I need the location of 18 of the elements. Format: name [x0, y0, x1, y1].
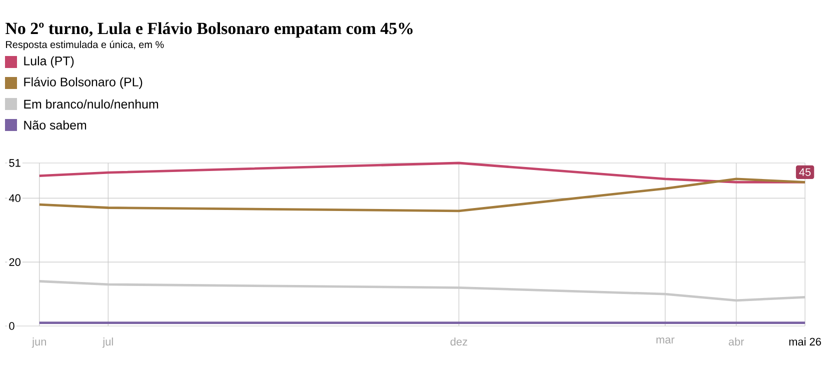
x-tick-label: dez: [450, 338, 468, 346]
legend-label: Em branco/nulo/nenhum: [24, 99, 158, 109]
y-tick-label: 20: [9, 258, 20, 266]
x-tick-label: jun: [32, 338, 46, 348]
legend-label: Lula (PT): [24, 56, 74, 68]
y-tick-label: 0: [9, 322, 14, 330]
x-tick-label: mar: [656, 338, 674, 344]
line-series: [38, 178, 806, 212]
chart-title: No 2º turno, Lula e Flávio Bolsonaro empatam com 45%: [6, 22, 413, 38]
data-label: 45: [799, 168, 811, 176]
legend-label: Flávio Bolsonaro (PL): [24, 77, 142, 89]
x-tick-label: jul: [102, 338, 113, 348]
y-tick-label: 40: [8, 194, 20, 202]
chart-subtitle: Resposta estimulada e única, em %: [6, 40, 164, 50]
x-tick-label: abr: [728, 338, 744, 346]
y-tick-label: 51: [9, 159, 20, 167]
x-tick-label: mai 26: [789, 338, 821, 346]
legend-label: Não sabem: [24, 120, 86, 130]
